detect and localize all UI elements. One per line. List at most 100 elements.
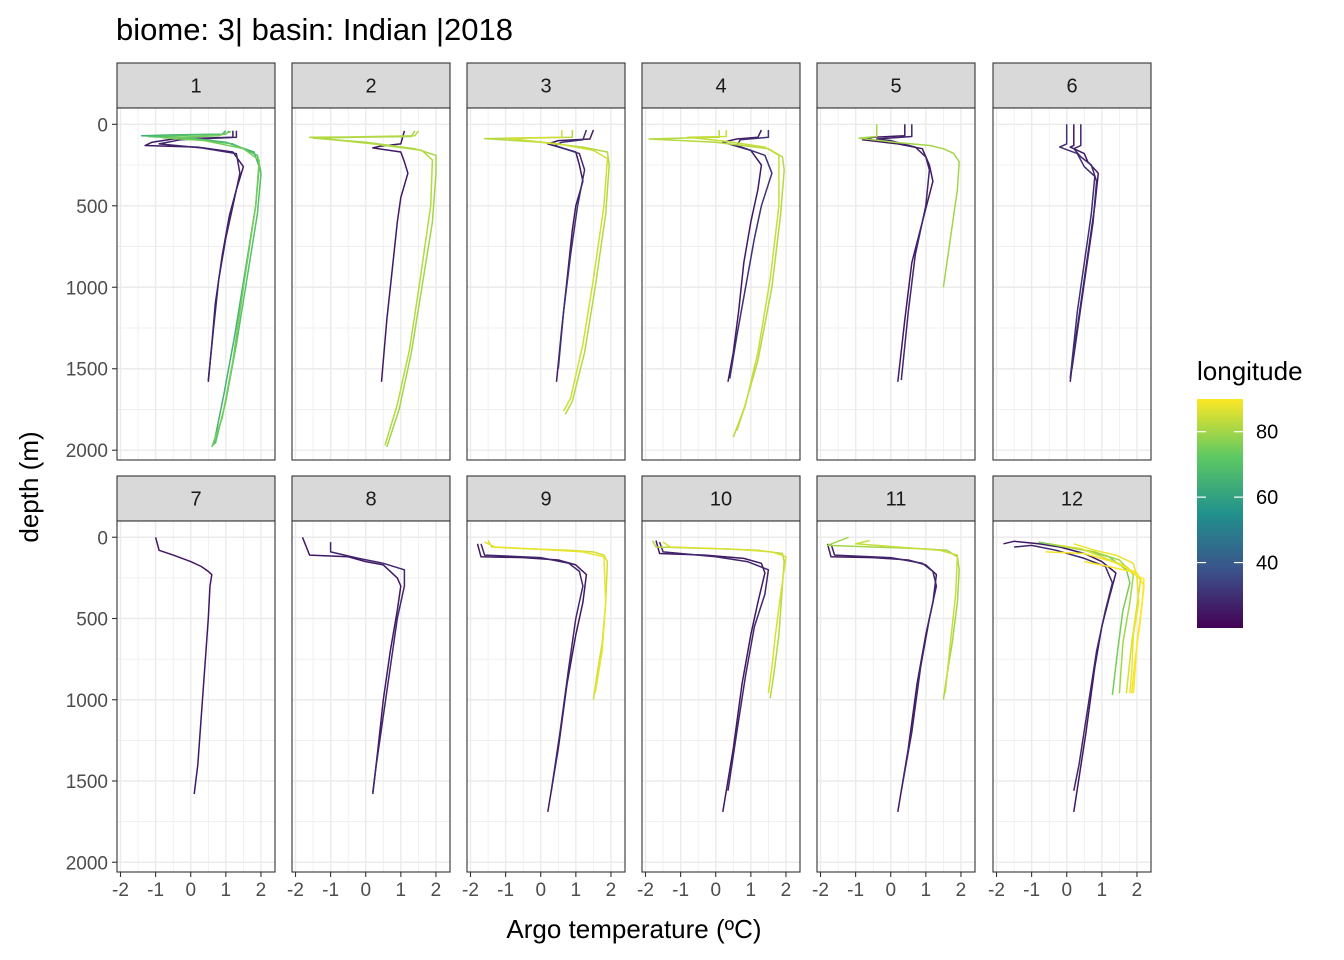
facet-strip <box>641 475 801 522</box>
facet-strip <box>816 62 976 109</box>
profile-line <box>301 537 402 795</box>
x-tick-label: -2 <box>988 880 1005 901</box>
x-tick-label: -1 <box>847 880 864 901</box>
x-tick-label: 2 <box>1132 880 1143 901</box>
profile-line <box>329 542 406 793</box>
facet-panel: 8 -2 -1 0 1 2 <box>287 475 451 901</box>
profile-line <box>826 543 938 813</box>
profile-line <box>858 124 960 288</box>
panel-background <box>467 108 625 460</box>
profile-line <box>1073 543 1140 694</box>
profile-line <box>648 130 785 438</box>
facet-strip <box>116 475 276 522</box>
x-tick-label: -1 <box>672 880 689 901</box>
panel-background <box>117 108 275 460</box>
profile-line <box>658 541 770 791</box>
x-tick-label: 2 <box>431 880 442 901</box>
profile-line <box>161 130 260 448</box>
x-tick-label: 1 <box>1097 880 1108 901</box>
facet-strip-label: 10 <box>710 489 732 511</box>
x-tick-label: 1 <box>921 880 932 901</box>
facet-panel: 10 -2 -1 0 1 2 <box>637 475 801 901</box>
profile-line <box>147 130 262 444</box>
panel-background <box>467 521 625 872</box>
y-tick-label: 1500 <box>66 772 108 793</box>
panel-background <box>642 108 800 460</box>
profile-line <box>1003 540 1117 813</box>
panel-border <box>816 520 976 873</box>
x-tick-label: 1 <box>396 880 407 901</box>
legend: longitude 40 60 80 <box>1197 356 1303 628</box>
panel-border <box>466 520 626 873</box>
profile-line <box>686 130 780 431</box>
facet-strip <box>992 475 1152 522</box>
facet-panel: 9 -2 -1 0 1 2 <box>462 475 626 901</box>
facet-strip-label: 4 <box>715 76 726 98</box>
panel-background <box>292 521 450 872</box>
legend-colorbar <box>1197 399 1243 628</box>
x-tick-label: -2 <box>812 880 829 901</box>
x-tick-label: 2 <box>956 880 967 901</box>
profile-line <box>484 541 607 694</box>
profile-line <box>1084 560 1145 694</box>
panel-background <box>117 521 275 872</box>
y-tick-label: 2000 <box>66 441 108 462</box>
x-tick-label: 2 <box>781 880 792 901</box>
profile-line <box>1058 124 1096 379</box>
facet-strip <box>992 62 1152 109</box>
facet-panel: 4 <box>641 62 801 461</box>
facet-strip-label: 5 <box>890 76 901 98</box>
profile-line <box>554 129 588 369</box>
panel-border <box>992 107 1152 461</box>
x-tick-label: -2 <box>462 880 479 901</box>
chart-title: biome: 3| basin: Indian |2018 <box>116 12 513 47</box>
facet-panel: 2 <box>291 62 451 461</box>
x-tick-label: -1 <box>147 880 164 901</box>
facet-strip-label: 11 <box>886 489 907 511</box>
facet-strip <box>116 62 276 109</box>
profile-line <box>854 539 959 694</box>
profile-line <box>1071 124 1098 369</box>
y-tick-label: 500 <box>76 610 108 631</box>
x-tick-label: 0 <box>185 880 196 901</box>
panel-border <box>641 107 801 461</box>
y-tick-label: 2000 <box>66 853 108 874</box>
panel-border <box>466 107 626 461</box>
facet-panel: 1 0 500 1000 1500 2000 <box>66 62 276 462</box>
y-axis-title: depth (m) <box>14 431 44 542</box>
x-tick-label: 2 <box>256 880 267 901</box>
legend-title: longitude <box>1197 356 1303 386</box>
x-tick-label: -1 <box>497 880 514 901</box>
facet-strip-label: 2 <box>365 76 376 98</box>
panel-border <box>816 107 976 461</box>
x-tick-label: 2 <box>606 880 617 901</box>
y-tick-label: 500 <box>76 197 108 218</box>
panel-background <box>993 108 1151 460</box>
x-tick-label: 1 <box>571 880 582 901</box>
facet-strip-label: 12 <box>1061 489 1083 511</box>
x-tick-label: -2 <box>637 880 654 901</box>
facet-strip-label: 8 <box>365 489 376 511</box>
panel-border <box>116 520 276 873</box>
legend-tick-label: 60 <box>1256 487 1278 509</box>
facet-panel: 7 0 500 1000 1500 2000-2 -1 0 1 2 <box>66 475 276 901</box>
panel-background <box>993 521 1151 872</box>
profile-line <box>830 543 938 791</box>
panel-border <box>291 520 451 873</box>
facet-panel: 5 <box>816 62 976 461</box>
x-tick-label: -1 <box>1023 880 1040 901</box>
profile-line <box>154 537 213 795</box>
facet-strip-label: 9 <box>540 489 551 511</box>
facet-strip-label: 3 <box>540 76 551 98</box>
facet-strip <box>466 62 626 109</box>
panel-border <box>641 520 801 873</box>
panel-border <box>116 107 276 461</box>
facet-strip <box>641 62 801 109</box>
y-tick-label: 1000 <box>66 278 108 299</box>
facet-strip-label: 7 <box>190 489 201 511</box>
x-tick-label: 0 <box>360 880 371 901</box>
x-tick-label: -1 <box>322 880 339 901</box>
panel-border <box>291 107 451 461</box>
profile-line <box>729 130 773 379</box>
